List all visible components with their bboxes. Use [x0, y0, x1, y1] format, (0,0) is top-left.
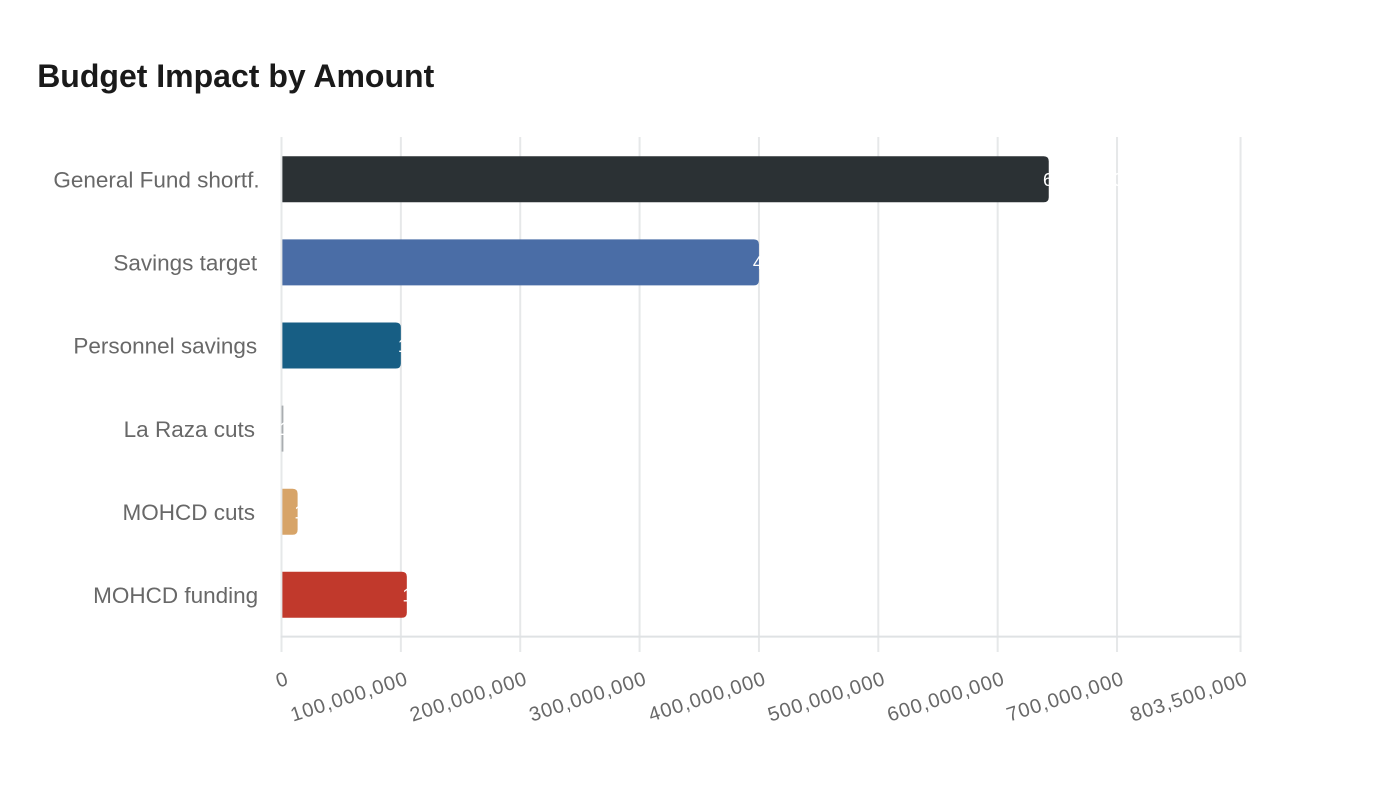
svg-text:Personnel savings: Personnel savings: [73, 334, 257, 359]
svg-text:La Raza cuts: La Raza cuts: [124, 417, 255, 442]
svg-text:803,500,000: 803,500,000: [1128, 668, 1251, 727]
svg-text:1,700,000: 1,700,000: [279, 419, 359, 439]
svg-text:400,000,000: 400,000,000: [753, 253, 853, 273]
svg-text:700,000,000: 700,000,000: [1004, 668, 1127, 727]
svg-text:MOHCD cuts: MOHCD cuts: [122, 500, 255, 525]
svg-text:642,800,000: 642,800,000: [1043, 170, 1143, 190]
svg-text:600,000,000: 600,000,000: [885, 668, 1008, 727]
svg-text:MOHCD funding: MOHCD funding: [93, 583, 258, 608]
svg-text:General Fund shortf.: General Fund shortf.: [53, 168, 259, 193]
svg-text:Savings target: Savings target: [113, 251, 258, 276]
svg-text:100,000,000: 100,000,000: [398, 336, 498, 356]
svg-text:300,000,000: 300,000,000: [527, 668, 650, 727]
svg-text:0: 0: [273, 668, 291, 693]
svg-text:100,000,000: 100,000,000: [288, 668, 411, 727]
svg-text:200,000,000: 200,000,000: [407, 668, 530, 727]
svg-text:105,000,000: 105,000,000: [402, 585, 502, 605]
svg-text:13,500,000: 13,500,000: [294, 502, 384, 522]
svg-text:400,000,000: 400,000,000: [646, 668, 769, 727]
svg-text:Budget Impact by Amount: Budget Impact by Amount: [37, 58, 434, 94]
svg-text:500,000,000: 500,000,000: [765, 668, 888, 727]
